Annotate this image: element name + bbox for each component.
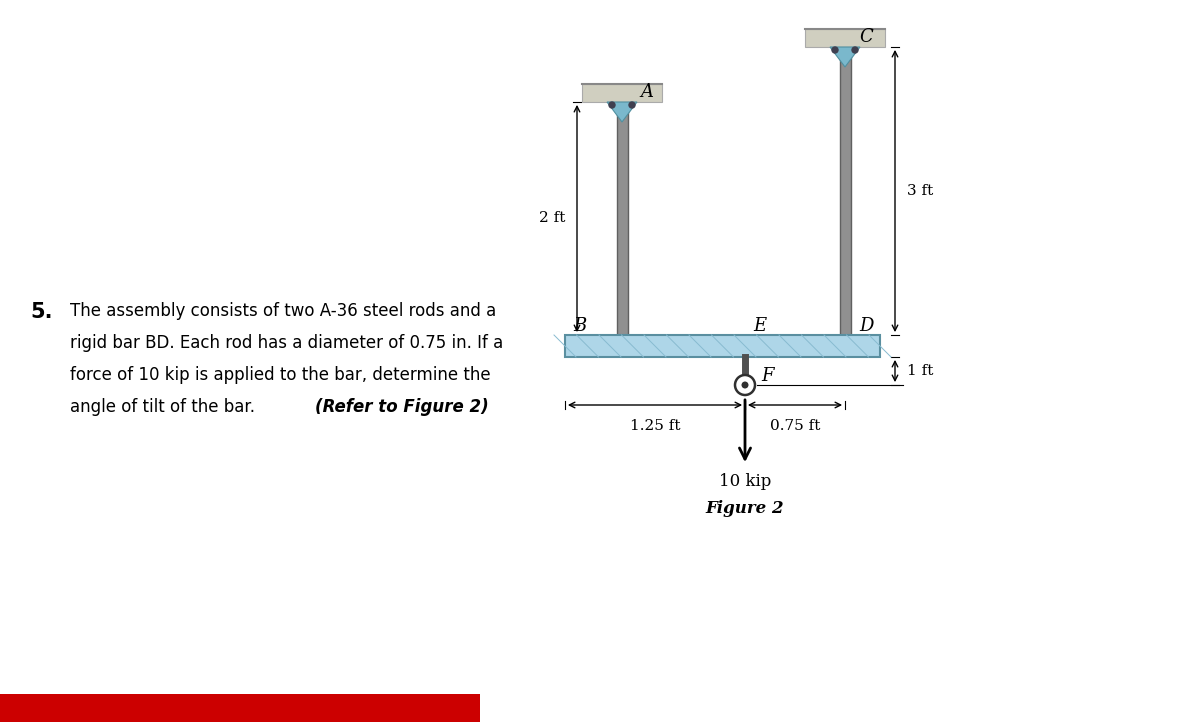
Bar [582,84,662,102]
Bar [805,29,886,47]
Circle shape [852,47,858,53]
Text: E: E [754,317,766,335]
Text: Figure 2: Figure 2 [706,500,785,517]
Bar [565,335,880,357]
Text: (Refer to Figure 2): (Refer to Figure 2) [314,398,488,416]
Text: 1 ft: 1 ft [907,364,934,378]
Text: F: F [761,367,774,385]
Circle shape [734,375,755,395]
Circle shape [610,102,616,108]
Text: 2 ft: 2 ft [539,212,565,225]
Text: 3 ft: 3 ft [907,184,934,198]
Polygon shape [830,47,860,67]
Text: 1.25 ft: 1.25 ft [630,419,680,433]
Text: force of 10 kip is applied to the bar, determine the: force of 10 kip is applied to the bar, d… [70,366,491,384]
Text: angle of tilt of the bar.: angle of tilt of the bar. [70,398,260,416]
Text: The assembly consists of two A-36 steel rods and a: The assembly consists of two A-36 steel … [70,302,497,320]
Text: C: C [859,28,872,46]
Text: rigid bar BD. Each rod has a diameter of 0.75 in. If a: rigid bar BD. Each rod has a diameter of… [70,334,503,352]
Polygon shape [607,102,637,122]
Text: 10 kip: 10 kip [719,473,772,490]
Bar [617,102,628,335]
Text: D: D [859,317,874,335]
Text: B: B [574,317,587,335]
Bar [0,694,480,722]
Circle shape [742,381,749,388]
Circle shape [629,102,635,108]
Text: A: A [640,83,653,101]
Circle shape [832,47,838,53]
Text: 0.75 ft: 0.75 ft [770,419,820,433]
Text: 5.: 5. [30,302,53,322]
Bar [840,47,851,335]
